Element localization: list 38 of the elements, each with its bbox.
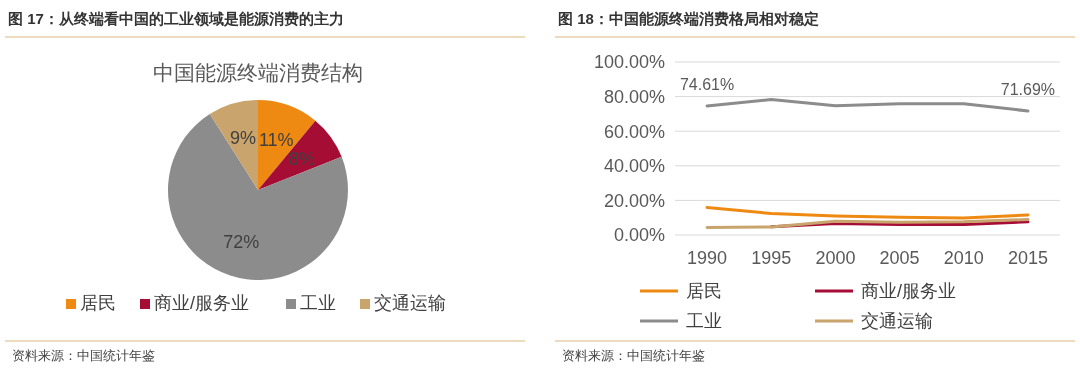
y-tick-label: 100.00% xyxy=(593,52,665,73)
chart-subtitle: 中国能源终端消费结构 xyxy=(153,61,363,84)
line-series xyxy=(705,98,1030,113)
data-label: 71.69% xyxy=(1000,80,1056,98)
data-label: 74.61% xyxy=(679,75,735,93)
y-tick-label: 60.00% xyxy=(603,121,665,142)
chart-title: 图 18：中国能源终端消费格局相对稳定 xyxy=(558,10,819,27)
x-tick-label: 1990 xyxy=(687,248,728,268)
legend-label: 居民 xyxy=(80,293,116,313)
x-tick-label: 2010 xyxy=(943,248,984,268)
chart-title: 图 17：从终端看中国的工业领域是能源消费的主力 xyxy=(8,10,344,27)
y-tick-label: 0.00% xyxy=(613,225,665,246)
text: 资料来源：中国统计年鉴 xyxy=(562,348,705,363)
legend-label: 交通运输 xyxy=(861,311,933,332)
line-series xyxy=(705,205,1030,220)
legend-label: 交通运输 xyxy=(374,293,446,313)
data-label: 72% xyxy=(223,231,260,252)
pie-slice xyxy=(258,120,342,190)
x-tick-label: 2005 xyxy=(879,248,920,268)
pie-slice xyxy=(209,100,258,190)
y-tick-label: 40.00% xyxy=(603,156,665,177)
y-tick-label: 20.00% xyxy=(603,190,665,211)
legend-label: 商业/服务业 xyxy=(861,281,957,302)
data-label: 11% xyxy=(258,129,294,150)
line-series xyxy=(705,217,1030,229)
x-tick-label: 2000 xyxy=(815,248,856,268)
legend-label: 工业 xyxy=(300,293,336,313)
data-label: 8% xyxy=(288,148,315,169)
text: 资料来源：中国统计年鉴 xyxy=(12,348,155,363)
legend-label: 工业 xyxy=(686,311,722,332)
legend-label: 商业/服务业 xyxy=(154,293,250,313)
legend-label: 居民 xyxy=(686,281,722,302)
pie-slice xyxy=(258,100,316,190)
data-label: 9% xyxy=(229,128,256,149)
y-tick-label: 80.00% xyxy=(603,86,665,107)
x-tick-label: 2015 xyxy=(1007,248,1048,268)
pie-slice xyxy=(168,114,348,280)
x-tick-label: 1995 xyxy=(751,248,792,268)
